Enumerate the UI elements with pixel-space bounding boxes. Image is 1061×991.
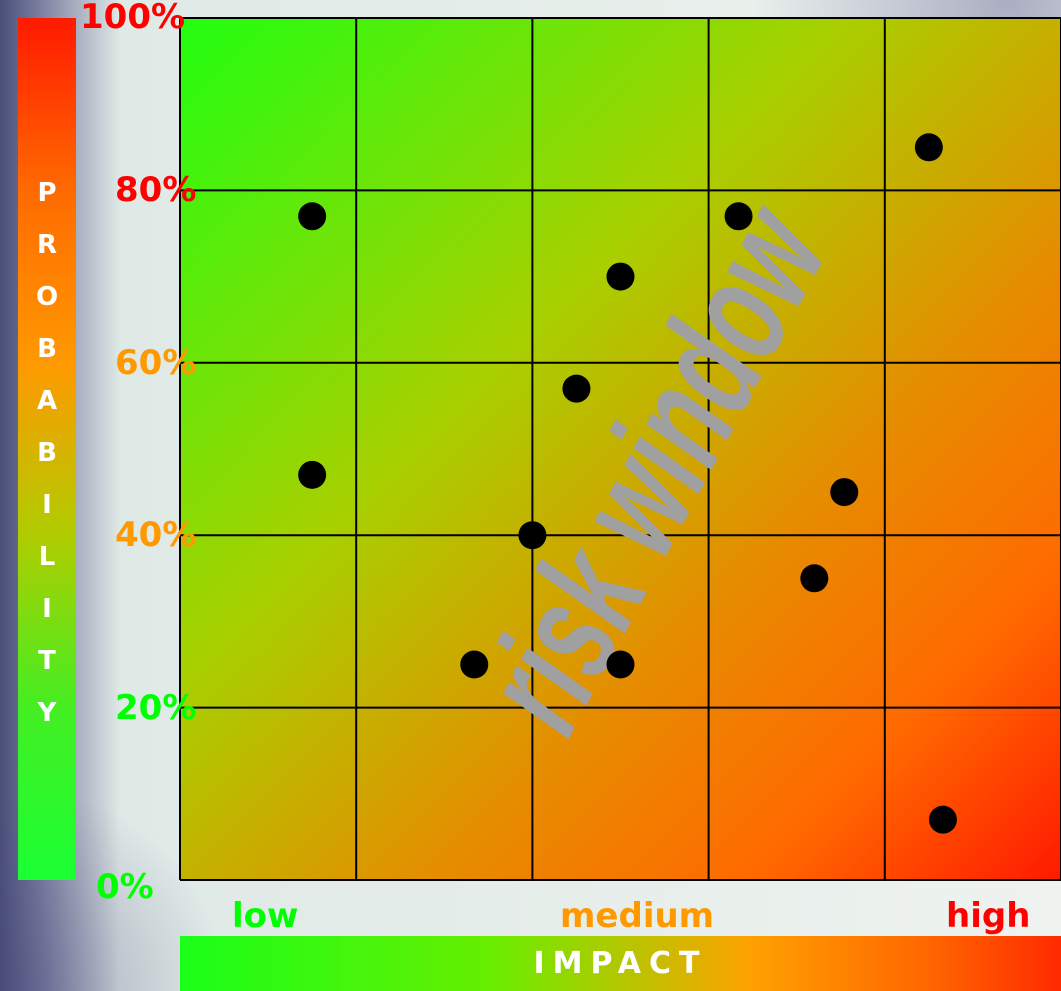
points-layer — [298, 133, 957, 834]
x-axis-label-low: low — [232, 896, 299, 936]
risk-point — [606, 262, 635, 291]
impact-axis-title: IMPACT — [533, 946, 708, 981]
grid-lines — [179, 17, 1061, 881]
y-tick-label: 60% — [115, 342, 197, 383]
x-axis-label-high: high — [946, 896, 1031, 936]
y-tick-label: 0% — [96, 867, 154, 907]
risk-point — [724, 202, 753, 231]
risk-point — [460, 650, 489, 679]
risk-point — [928, 805, 957, 834]
probability-letter: B — [37, 438, 57, 468]
probability-letter: Y — [37, 698, 57, 728]
impact-color-bar: IMPACT — [180, 936, 1061, 991]
risk-matrix-grid — [180, 18, 1061, 880]
watermark-layer: risk window — [448, 178, 862, 756]
probability-letter: R — [36, 230, 58, 260]
risk-window-annotation: risk window — [448, 178, 862, 756]
probability-letter: L — [38, 542, 56, 572]
probability-letter: I — [42, 594, 52, 624]
risk-point — [606, 650, 635, 679]
probability-color-bar — [18, 18, 76, 880]
probability-letter: A — [36, 386, 58, 416]
risk-point — [298, 460, 327, 489]
risk-point — [298, 202, 327, 231]
probability-letter: P — [37, 178, 57, 208]
risk-point — [518, 521, 547, 550]
y-tick-label: 40% — [115, 515, 197, 556]
risk-point — [562, 374, 591, 403]
y-tick-label: 100% — [80, 0, 186, 37]
probability-letter: I — [42, 490, 52, 520]
probability-letter: B — [37, 334, 57, 364]
y-tick-label: 80% — [115, 170, 197, 211]
risk-point — [830, 478, 859, 507]
y-tick-label: 20% — [115, 687, 197, 728]
probability-letter: T — [38, 646, 56, 676]
risk-point — [800, 564, 829, 593]
probability-letter: O — [35, 282, 59, 312]
risk-point — [914, 133, 943, 162]
x-axis-label-medium: medium — [560, 896, 715, 936]
